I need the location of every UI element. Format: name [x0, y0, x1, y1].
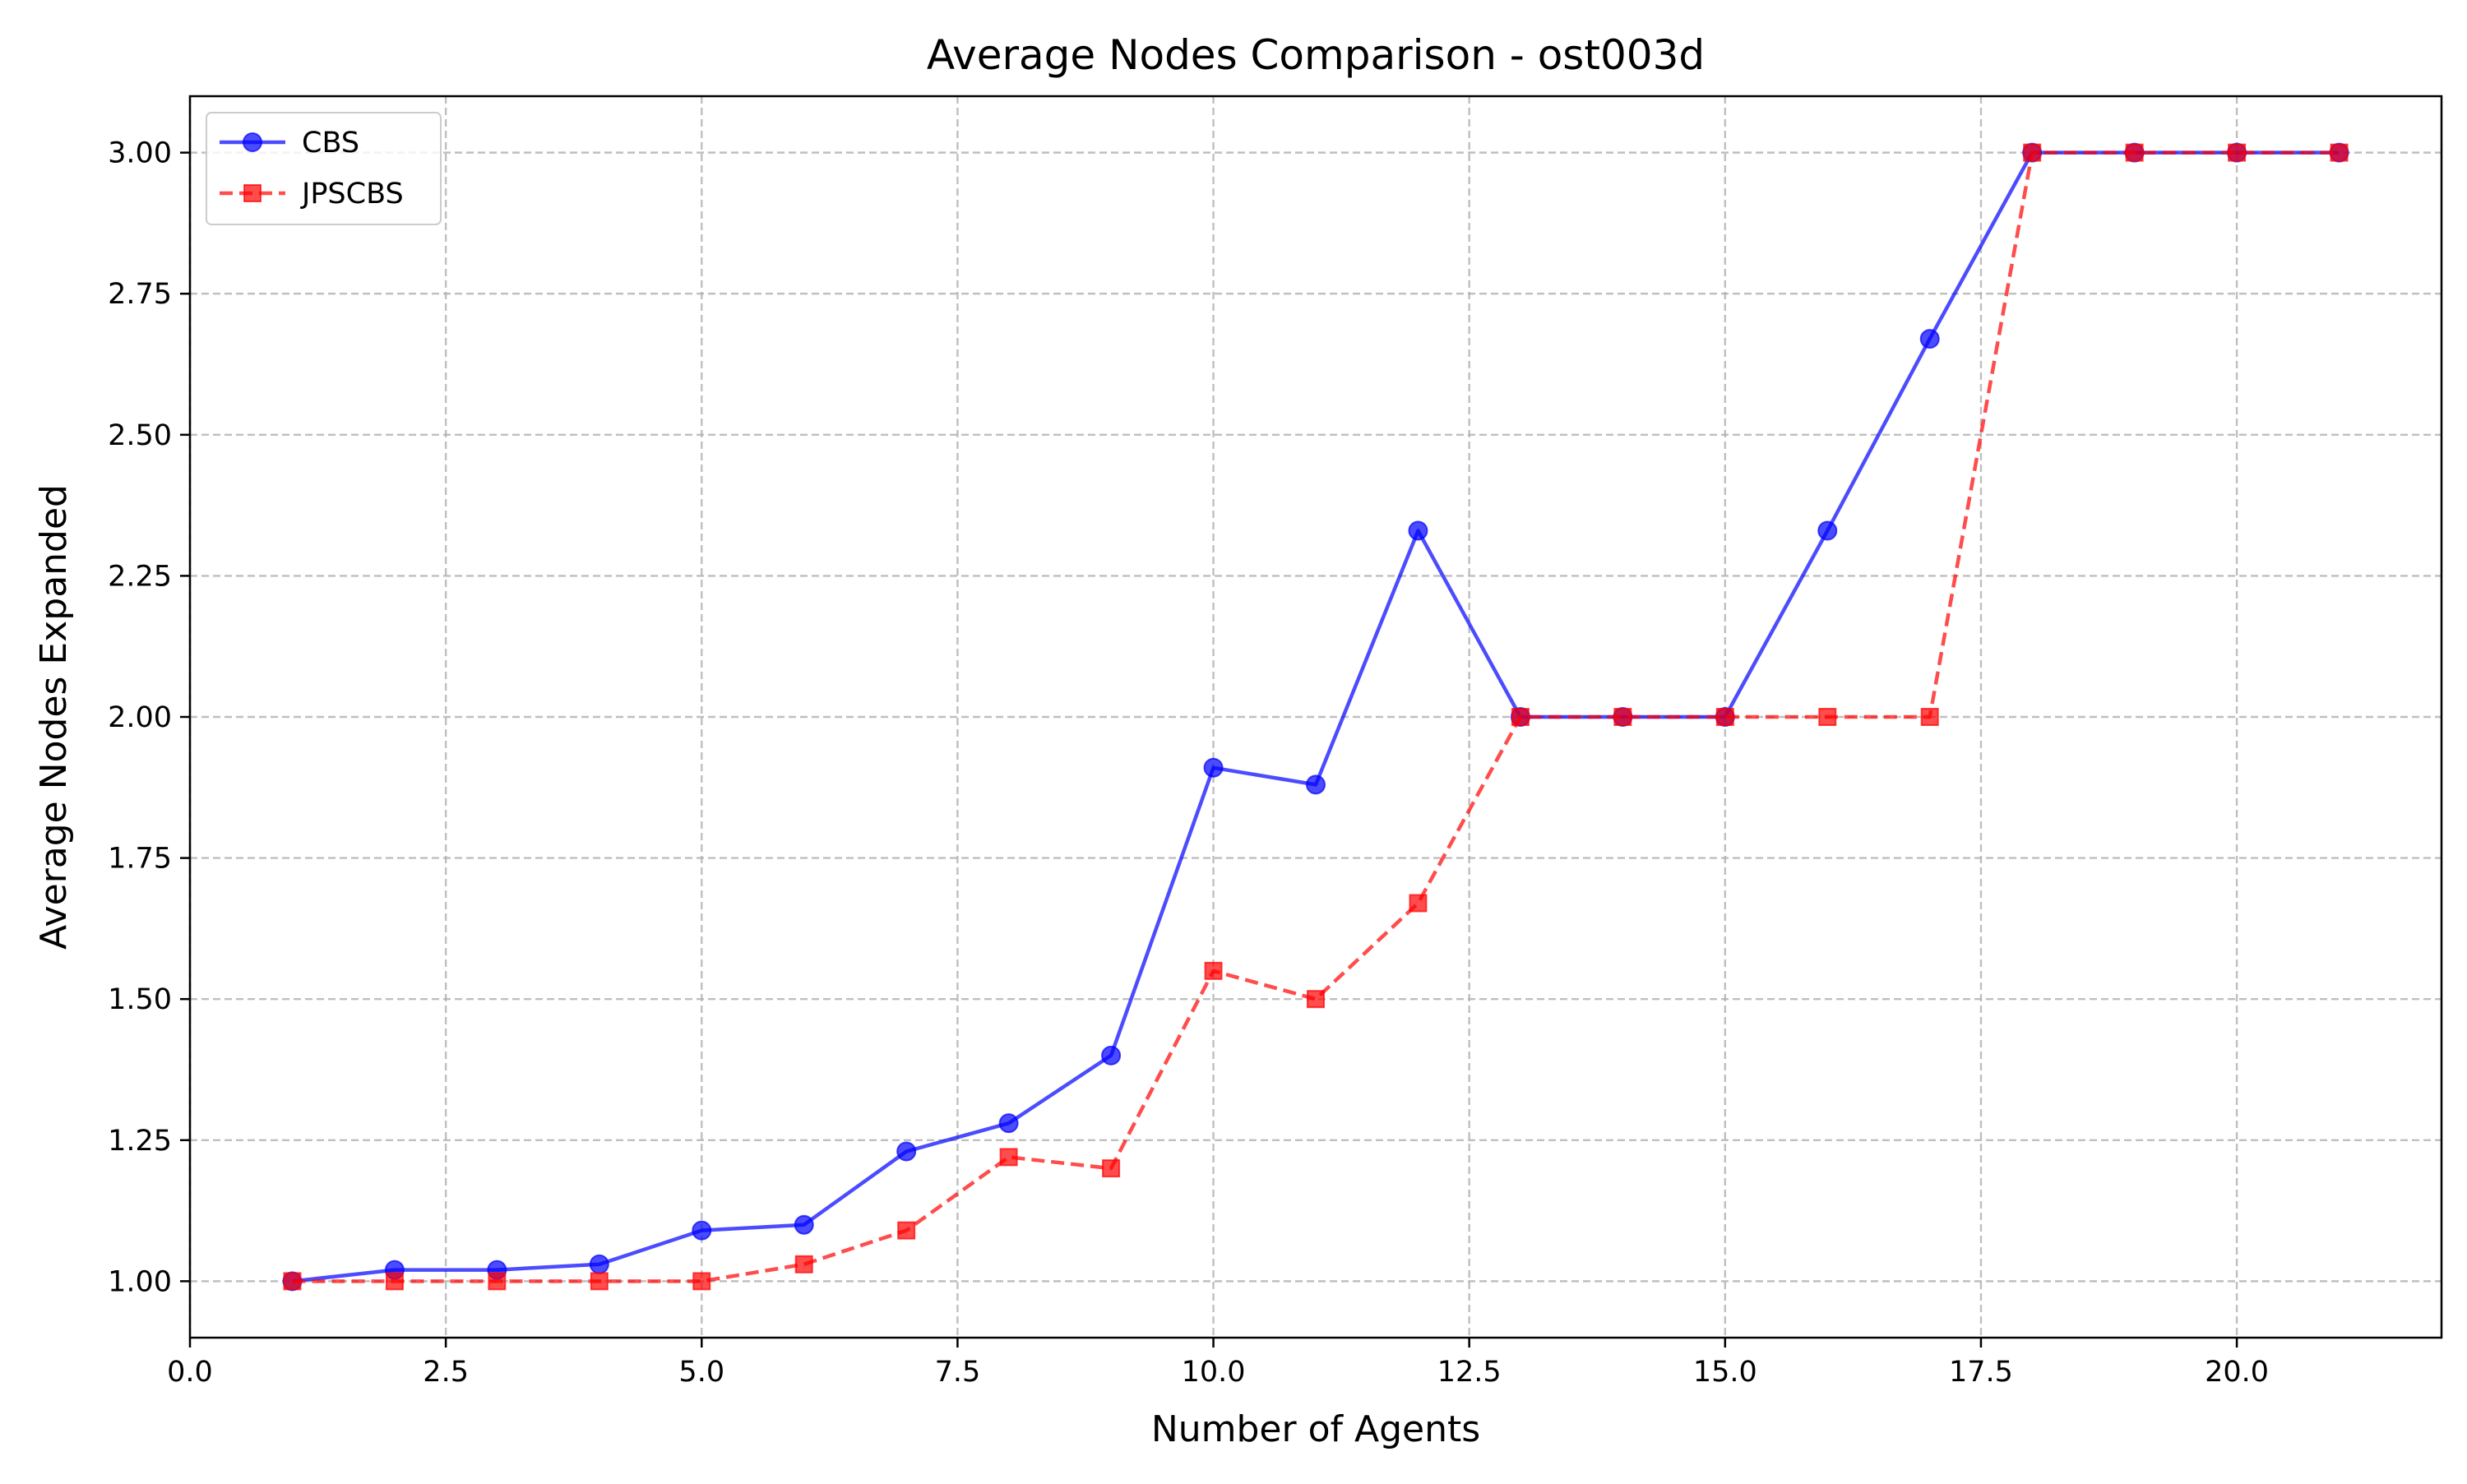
- data-point-jpscbs: [1920, 708, 1939, 726]
- data-point-cbs: [1306, 774, 1326, 795]
- data-point-cbs: [794, 1214, 814, 1235]
- data-point-jpscbs: [590, 1272, 609, 1291]
- data-point-cbs: [1101, 1045, 1122, 1066]
- x-tick-label: 12.5: [1437, 1356, 1502, 1389]
- x-tick-label: 2.5: [423, 1356, 469, 1389]
- legend-label-cbs: CBS: [302, 127, 359, 159]
- data-point-jpscbs: [1409, 894, 1428, 913]
- data-point-jpscbs: [1307, 990, 1325, 1009]
- x-tick-label: 0.0: [167, 1356, 213, 1389]
- x-tick-label: 15.0: [1693, 1356, 1757, 1389]
- legend-label-jpscbs: JPSCBS: [300, 178, 404, 210]
- data-point-jpscbs: [1715, 708, 1734, 726]
- data-point-jpscbs: [2330, 143, 2349, 162]
- legend-marker-cbs: [243, 132, 262, 152]
- x-tick-label: 5.0: [678, 1356, 724, 1389]
- legend-item-jpscbs: JPSCBS: [220, 178, 404, 210]
- y-tick-label: 1.50: [108, 983, 172, 1016]
- data-point-jpscbs: [1511, 708, 1530, 726]
- legend: CBS JPSCBS: [206, 112, 442, 225]
- data-point-jpscbs: [1613, 708, 1632, 726]
- y-tick-label: 2.75: [108, 278, 172, 311]
- legend-item-cbs: CBS: [220, 127, 359, 159]
- y-axis-label: Average Nodes Expanded: [33, 484, 75, 950]
- x-tick-label: 17.5: [1949, 1356, 2013, 1389]
- y-tick-label: 2.50: [108, 419, 172, 452]
- chart-title: Average Nodes Comparison - ost003d: [927, 31, 1705, 79]
- x-tick-label: 10.0: [1182, 1356, 1246, 1389]
- data-point-cbs: [1919, 329, 1940, 349]
- data-point-cbs: [896, 1141, 917, 1162]
- data-point-jpscbs: [897, 1221, 916, 1240]
- y-tick-label: 2.00: [108, 701, 172, 734]
- data-point-cbs: [1203, 757, 1224, 778]
- x-tick-label: 7.5: [935, 1356, 981, 1389]
- data-point-jpscbs: [1818, 708, 1837, 726]
- ticks: 0.0 2.5 5.0 7.5 10.0 12.5 15.0 17.5 20.0 1.00 1.25…: [108, 137, 2269, 1389]
- data-point-cbs: [1408, 520, 1428, 541]
- data-point-jpscbs: [2125, 143, 2144, 162]
- series-line-jpscbs: [292, 150, 2340, 1283]
- x-axis-label: Number of Agents: [1151, 1408, 1480, 1450]
- data-point-jpscbs: [2023, 143, 2042, 162]
- data-point-cbs: [589, 1254, 609, 1274]
- y-tick-label: 1.25: [108, 1125, 172, 1158]
- legend-marker-jpscbs: [243, 184, 262, 202]
- data-point-cbs: [1817, 520, 1838, 541]
- grid: [188, 96, 2442, 1338]
- x-tick-label: 20.0: [2205, 1356, 2269, 1389]
- y-tick-label: 1.75: [108, 843, 172, 876]
- y-tick-label: 3.00: [108, 137, 172, 170]
- series-jpscbs: [283, 143, 2349, 1291]
- y-tick-label: 2.25: [108, 560, 172, 593]
- data-point-jpscbs: [2228, 143, 2247, 162]
- data-point-jpscbs: [385, 1272, 404, 1291]
- y-tick-label: 1.00: [108, 1265, 172, 1298]
- data-point-cbs: [998, 1113, 1019, 1134]
- series-layer: [282, 142, 2349, 1292]
- data-point-jpscbs: [1102, 1159, 1121, 1178]
- data-point-jpscbs: [999, 1148, 1018, 1167]
- data-point-jpscbs: [283, 1272, 302, 1291]
- data-point-jpscbs: [794, 1255, 813, 1274]
- data-point-cbs: [692, 1220, 712, 1241]
- data-point-jpscbs: [1204, 961, 1223, 980]
- data-point-jpscbs: [488, 1272, 507, 1291]
- data-point-jpscbs: [692, 1272, 711, 1291]
